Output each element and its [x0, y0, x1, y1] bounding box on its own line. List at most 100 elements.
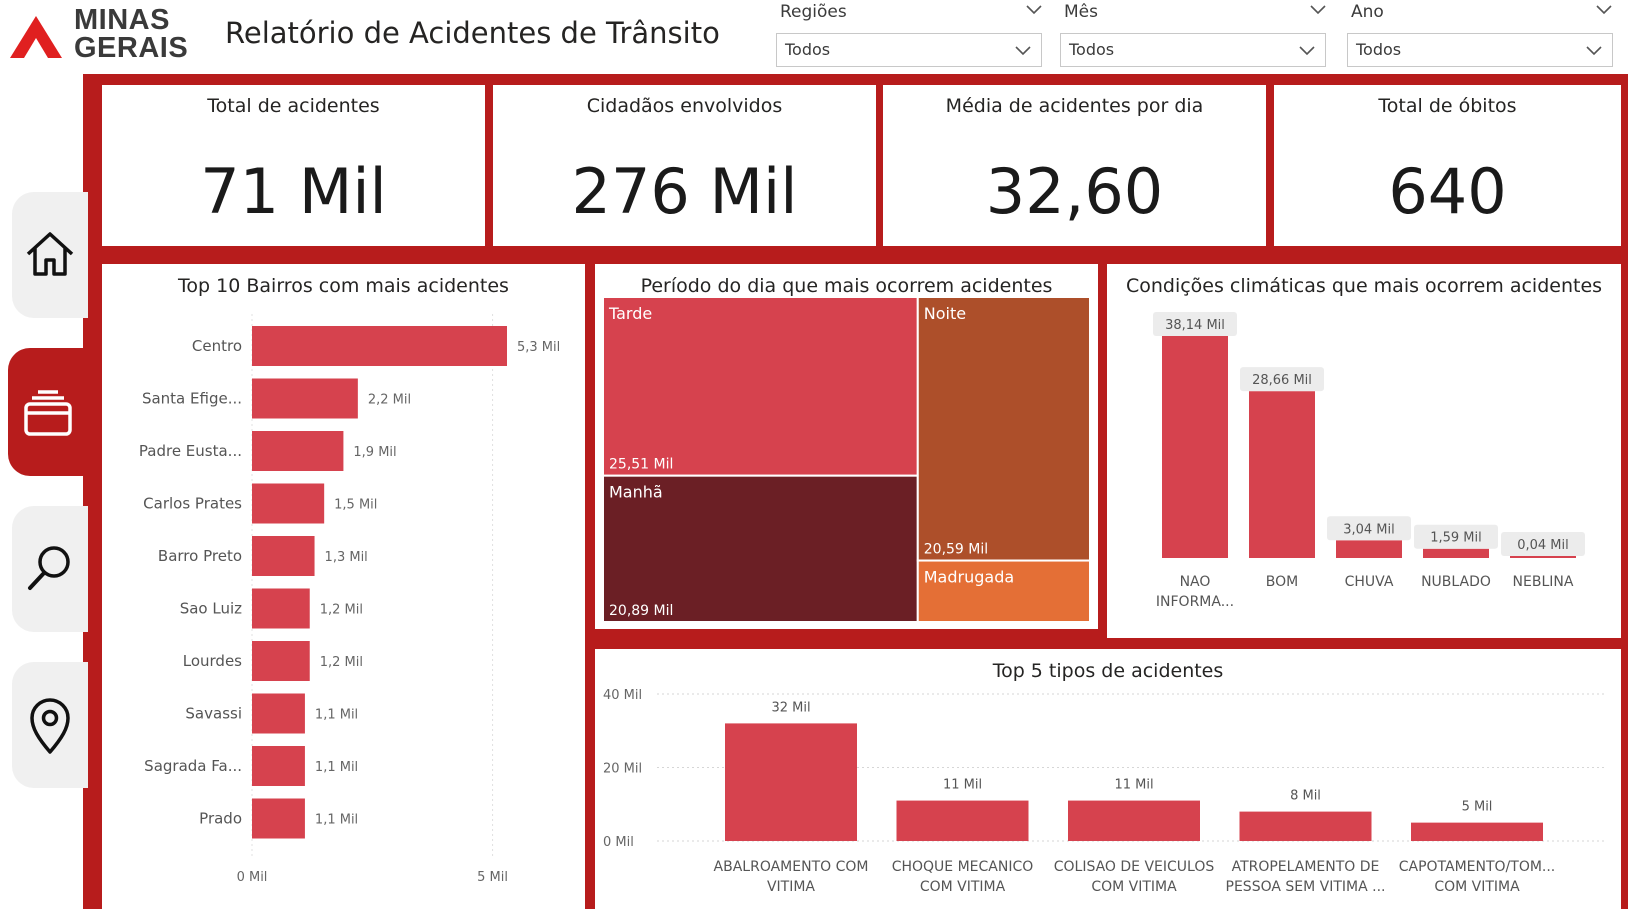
kpi-value: 71 Mil	[200, 155, 387, 228]
bar	[1249, 391, 1315, 558]
filter-value: Todos	[1356, 40, 1402, 59]
page-title: Relatório de Acidentes de Trânsito	[225, 16, 720, 50]
minas-gerais-logo-icon	[10, 16, 62, 58]
kpi-card-media-dia: Média de acidentes por dia 32,60	[883, 85, 1266, 246]
data-label: 1,1 Mil	[315, 708, 358, 723]
chart-card-bairros: Top 10 Bairros com mais acidentes 0 Mil 5…	[102, 264, 585, 909]
bairros-bar-chart: 0 Mil 5 Mil Centro 5,3 Mil Santa Efige... 2,2…	[139, 314, 560, 885]
chart-title: Período do dia que mais ocorrem acidente…	[640, 275, 1053, 297]
bar	[252, 588, 310, 629]
category-label: CHUVA	[1345, 574, 1394, 590]
bar	[252, 693, 305, 734]
periodo-treemap: Tarde 25,51 Mil Manhã 20,89 Mil Noite 20,59 M…	[602, 296, 1092, 624]
data-label: 28,66 Mil	[1252, 373, 1312, 388]
filter-value: Todos	[785, 40, 831, 59]
kpi-value: 32,60	[985, 155, 1164, 228]
treemap-data-label: 20,89 Mil	[609, 603, 673, 619]
category-label: Lourdes	[183, 652, 242, 670]
nav-search-tab[interactable]	[12, 506, 88, 632]
kpi-label: Média de acidentes por dia	[945, 95, 1204, 117]
data-label: 1,9 Mil	[353, 445, 396, 460]
treemap-category-label: Manhã	[609, 483, 663, 502]
category-label: Prado	[199, 810, 242, 828]
category-label: Barro Preto	[158, 547, 242, 565]
data-label-bg	[1327, 516, 1411, 541]
category-label: COM VITIMA	[920, 879, 1006, 895]
bar	[725, 723, 857, 841]
data-label: 11 Mil	[943, 778, 982, 793]
category-label: Carlos Prates	[143, 495, 242, 513]
treemap-cell-manha	[602, 474, 919, 623]
data-label: 1,2 Mil	[320, 603, 363, 618]
category-label: CAPOTAMENTO/TOM...	[1399, 859, 1556, 875]
category-label: COLISAO DE VEICULOS	[1054, 859, 1215, 875]
bar	[1510, 556, 1576, 558]
category-label: Padre Eusta...	[139, 442, 242, 460]
kpi-label: Total de acidentes	[207, 95, 380, 117]
data-label: 5,3 Mil	[517, 340, 560, 355]
chevron-down-icon[interactable]	[1310, 4, 1326, 16]
dashboard-frame: Total de acidentes 71 Mil Cidadãos envol…	[83, 74, 1628, 909]
bar	[252, 798, 305, 839]
category-label: NUBLADO	[1421, 574, 1491, 590]
map-pin-icon	[30, 698, 70, 754]
chevron-down-icon	[1586, 46, 1602, 56]
chevron-down-icon[interactable]	[1026, 4, 1042, 16]
filter-dropdown[interactable]: Todos	[776, 33, 1042, 67]
data-label: 32 Mil	[771, 700, 810, 715]
kpi-value: 276 Mil	[571, 155, 798, 228]
bar	[896, 800, 1029, 841]
data-label: 1,5 Mil	[334, 498, 377, 513]
kpi-value: 640	[1388, 155, 1507, 228]
kpi-label: Total de óbitos	[1378, 95, 1517, 117]
treemap-cell-madrugada	[916, 559, 1092, 624]
bar	[1423, 548, 1489, 558]
data-label: 5 Mil	[1462, 800, 1493, 815]
data-label: 1,59 Mil	[1430, 531, 1482, 546]
category-label: ABALROAMENTO COM	[714, 859, 869, 875]
category-label: Centro	[192, 337, 242, 355]
filter-dropdown[interactable]: Todos	[1347, 33, 1613, 67]
category-label: VITIMA	[767, 879, 815, 895]
data-label: 3,04 Mil	[1343, 522, 1395, 537]
chart-title: Top 5 tipos de acidentes	[992, 660, 1224, 682]
bar	[252, 326, 507, 366]
y-tick-label: 40 Mil	[603, 688, 642, 703]
bar	[252, 641, 310, 681]
category-label: Santa Efige...	[142, 390, 242, 408]
home-icon	[26, 232, 74, 276]
treemap-category-label: Madrugada	[924, 568, 1014, 587]
chart-title: Top 10 Bairros com mais acidentes	[178, 275, 509, 297]
data-label: 0,04 Mil	[1517, 538, 1569, 553]
data-label-bg	[1153, 312, 1237, 336]
category-label: COM VITIMA	[1434, 879, 1520, 895]
category-label: Sagrada Fa...	[144, 757, 242, 775]
bar	[252, 483, 325, 524]
bar	[1411, 822, 1543, 841]
nav-map-tab[interactable]	[12, 662, 88, 788]
treemap-data-label: 25,51 Mil	[609, 457, 673, 473]
nav-home-tab[interactable]	[12, 192, 88, 318]
category-label: NEBLINA	[1513, 574, 1574, 590]
bar	[1068, 800, 1200, 841]
filter-dropdown[interactable]: Todos	[1060, 33, 1326, 67]
filter-label: Mês	[1064, 2, 1098, 22]
treemap-cell-tarde	[602, 296, 919, 477]
tipos-bar-chart: 0 Mil 20 Mil 40 Mil 32 Mil ABALROAMENTO COM V…	[603, 688, 1607, 895]
chart-card-periodo: Período do dia que mais ocorrem acidente…	[595, 264, 1098, 629]
data-label-bg	[1414, 524, 1498, 549]
y-tick-label: 20 Mil	[603, 762, 642, 777]
chevron-down-icon	[1015, 46, 1031, 56]
bar	[1162, 336, 1228, 558]
kpi-label: Cidadãos envolvidos	[586, 95, 783, 117]
filter-value: Todos	[1069, 40, 1115, 59]
bar	[1239, 811, 1372, 841]
x-tick-label: 0 Mil	[237, 870, 268, 885]
chevron-down-icon[interactable]	[1596, 4, 1612, 16]
clima-bar-chart: 38,14 Mil NAO INFORMA... 28,66 Mil BOM 3,04 M…	[1153, 312, 1585, 610]
nav-report-tab[interactable]	[8, 348, 84, 476]
x-tick-label: 5 Mil	[477, 870, 508, 885]
bar	[252, 431, 344, 471]
filter-label: Ano	[1351, 2, 1384, 22]
data-label: 38,14 Mil	[1165, 318, 1225, 333]
